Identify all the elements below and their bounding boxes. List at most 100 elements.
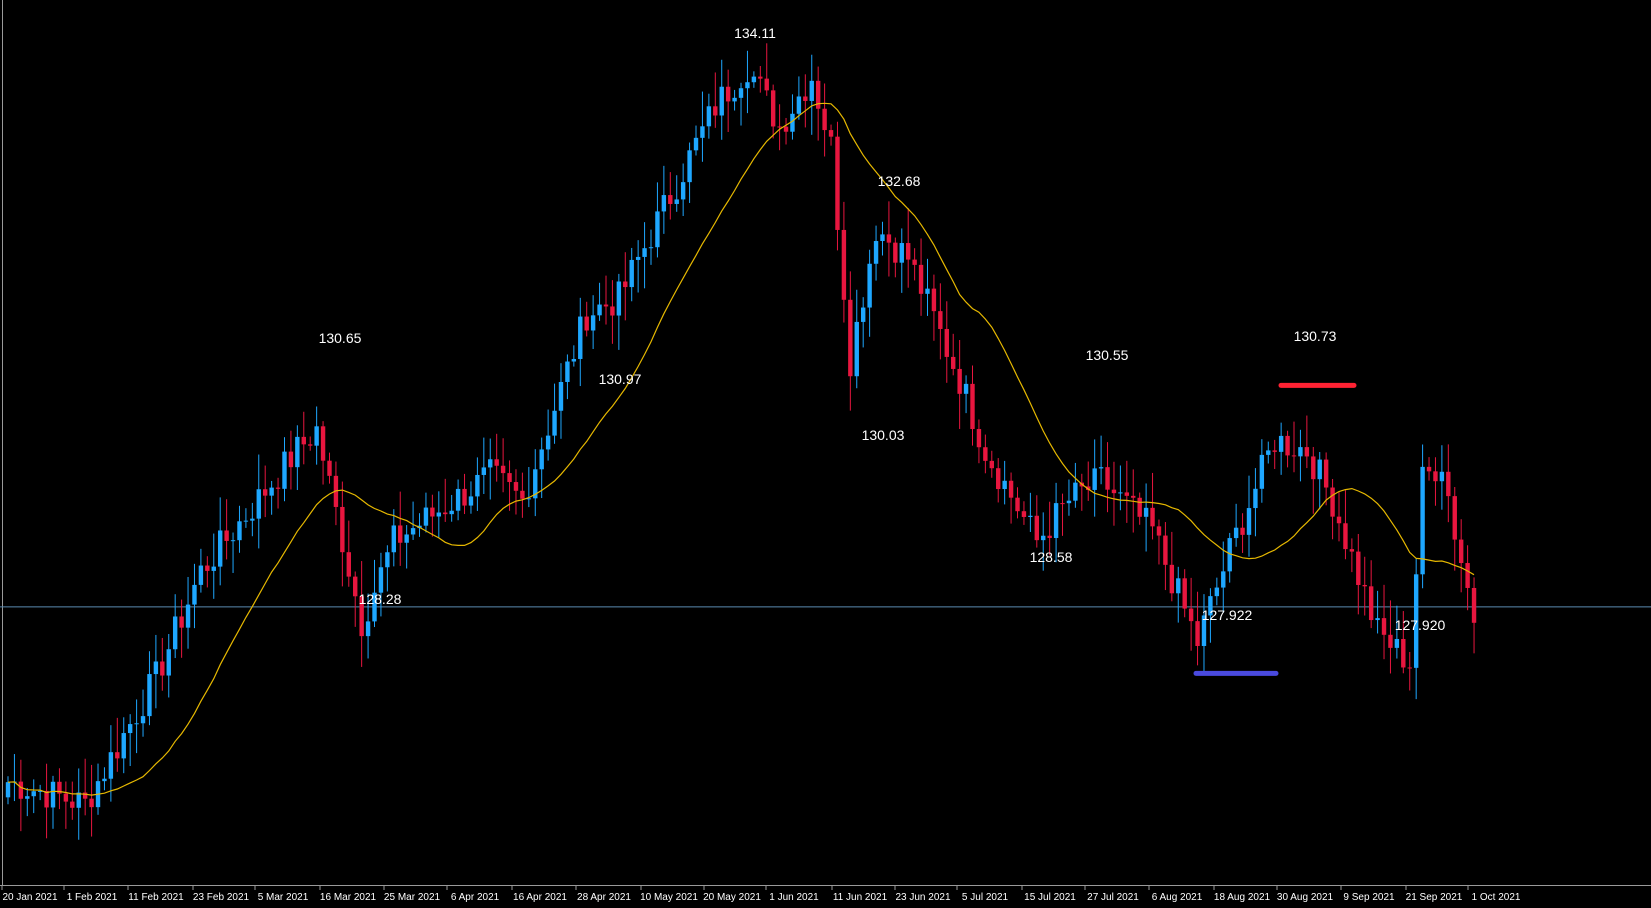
candle (648, 229, 654, 265)
candle (860, 297, 866, 348)
candle-body (127, 724, 133, 734)
candle-body (578, 316, 583, 359)
candle (44, 763, 49, 839)
candle (50, 775, 56, 829)
candle-body (108, 752, 114, 779)
candle (1227, 532, 1232, 583)
candle-body (533, 469, 538, 499)
candle-body (1272, 450, 1277, 452)
candle-body (1362, 584, 1367, 587)
candle-body (1195, 621, 1200, 646)
candle (642, 222, 647, 289)
price-label-132-68: 132.68 (878, 173, 921, 189)
candle (353, 571, 358, 627)
candle (597, 282, 602, 321)
candle-body (1407, 667, 1412, 669)
candle (1047, 501, 1052, 556)
candle (1188, 577, 1194, 651)
candle-body (854, 321, 859, 377)
candle-body (1214, 587, 1220, 597)
candle (1401, 611, 1406, 674)
candle-body (957, 368, 962, 394)
candle-body (1381, 618, 1387, 635)
candle (880, 221, 885, 256)
candle (758, 66, 763, 93)
candle-body (372, 592, 377, 622)
candle (443, 478, 448, 522)
x-axis-tick-label: 18 Aug 2021 (1214, 892, 1271, 903)
candle (1259, 439, 1265, 503)
candle-body (725, 86, 731, 102)
candle (1362, 556, 1367, 616)
candle-body (989, 460, 994, 469)
candle (558, 363, 564, 439)
candle-body (738, 88, 744, 98)
candle (320, 421, 326, 485)
candle-body (938, 311, 943, 329)
candle-body (1323, 459, 1329, 488)
candle-body (713, 106, 718, 116)
candle (1407, 651, 1412, 691)
candle (1278, 422, 1284, 475)
candle-body (655, 211, 660, 248)
candle-body (1221, 571, 1226, 588)
candle-body (488, 459, 493, 468)
candle (1298, 429, 1303, 482)
x-axis-tick-label: 25 Mar 2021 (384, 892, 441, 903)
candle (931, 274, 937, 341)
candle-body (1150, 507, 1155, 527)
candle (539, 437, 544, 499)
candle (1060, 493, 1065, 536)
candle (828, 124, 834, 146)
candle (822, 83, 827, 157)
candle-body (494, 459, 499, 466)
candle-body (867, 263, 872, 308)
candle (725, 69, 731, 132)
price-label-127-920: 127.920 (1395, 617, 1446, 633)
candle (751, 71, 757, 88)
candle (140, 689, 146, 737)
x-axis-tick-label: 10 May 2021 (640, 892, 698, 903)
x-axis-tick-label: 27 Jul 2021 (1087, 892, 1139, 903)
candle-body (250, 518, 255, 521)
candle-body (1433, 471, 1438, 482)
candle (1221, 541, 1226, 613)
candle-body (1253, 488, 1258, 509)
candle-body (687, 150, 692, 183)
candle (455, 479, 461, 521)
candle (1066, 479, 1072, 516)
candle (616, 273, 622, 350)
candle-body (275, 487, 281, 489)
candle-body (520, 490, 525, 499)
candle (1394, 605, 1400, 659)
candle-body (1047, 535, 1052, 538)
candle (160, 637, 165, 691)
candle (488, 438, 493, 500)
candle (1304, 415, 1310, 469)
candle (475, 457, 480, 511)
candle (1381, 584, 1387, 660)
candle (217, 497, 223, 586)
candle-body (243, 520, 249, 522)
candle-body (970, 383, 975, 430)
candle (809, 54, 814, 135)
candle (1291, 421, 1297, 473)
candle (526, 466, 532, 508)
x-axis-tick-label: 20 Jan 2021 (2, 892, 57, 903)
candle-body (1015, 497, 1020, 512)
candle (398, 491, 403, 566)
candle (783, 117, 789, 145)
x-axis-tick-label: 5 Jul 2021 (962, 892, 1009, 903)
candle-body (835, 136, 840, 230)
candle (430, 494, 435, 537)
candle-body (1388, 634, 1393, 648)
candle (359, 561, 364, 667)
candle-body (205, 565, 210, 571)
candle (623, 252, 628, 321)
candle (340, 481, 345, 587)
candle (346, 520, 351, 587)
candle (468, 481, 474, 514)
x-axis-tick-label: 23 Feb 2021 (193, 892, 250, 903)
candle-body (1182, 578, 1187, 609)
